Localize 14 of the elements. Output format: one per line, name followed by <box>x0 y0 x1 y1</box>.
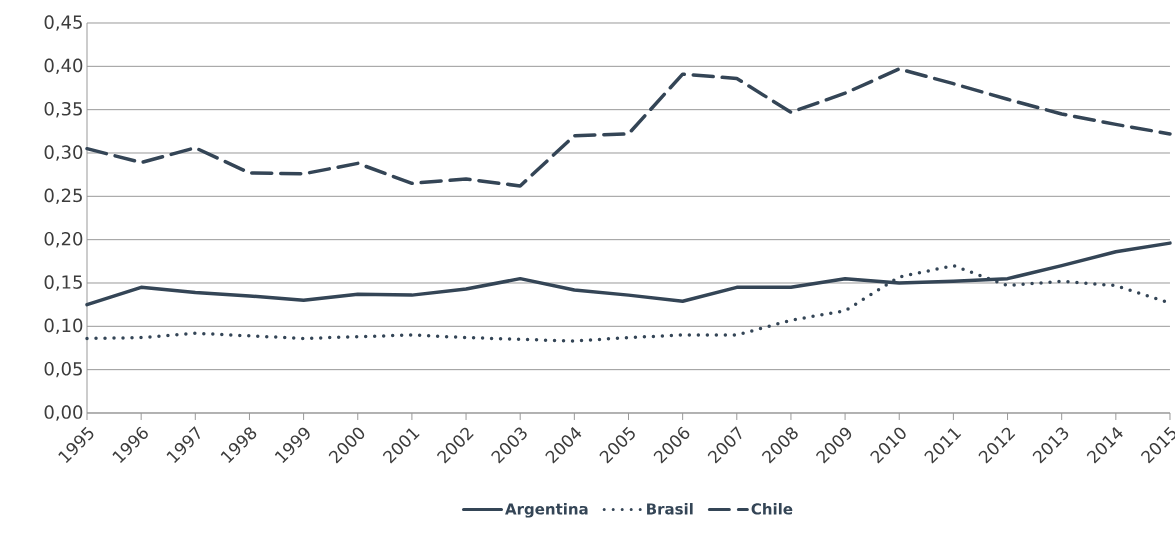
legend-label: Chile <box>751 503 793 515</box>
y-tick-label: 0,25 <box>44 188 82 205</box>
y-tick-label: 0,05 <box>44 361 82 378</box>
y-tick-label: 0,30 <box>44 145 83 161</box>
y-tick-label: 0,15 <box>44 275 82 291</box>
y-tick-label: 0,10 <box>44 318 83 335</box>
legend-label: Brasil <box>647 503 693 515</box>
y-tick-label: 0,40 <box>44 58 83 75</box>
legend-label: Argentina <box>505 503 588 518</box>
y-tick-label: 0,20 <box>44 231 83 248</box>
y-tick-label: 0,45 <box>44 15 82 31</box>
y-tick-label: 0,35 <box>44 101 82 118</box>
line-series <box>85 67 1172 188</box>
y-tick-label: 0,00 <box>44 405 83 421</box>
